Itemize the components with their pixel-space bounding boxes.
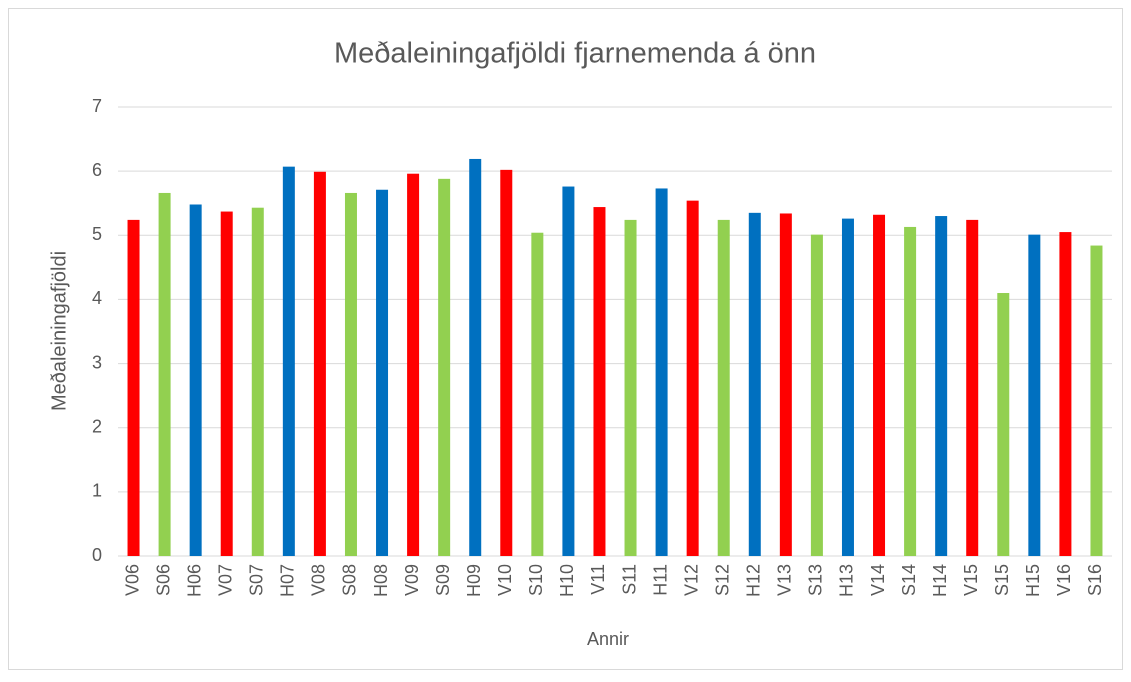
bar bbox=[624, 219, 637, 557]
y-tick-label: 6 bbox=[92, 160, 102, 180]
x-tick-label: V08 bbox=[309, 564, 329, 596]
bar bbox=[313, 171, 326, 556]
x-tick-label: S14 bbox=[899, 564, 919, 596]
x-tick-label: S11 bbox=[619, 564, 639, 595]
x-tick-label: S09 bbox=[433, 564, 453, 596]
y-tick-label: 3 bbox=[92, 352, 102, 372]
bar bbox=[189, 204, 202, 557]
bar bbox=[1090, 245, 1103, 556]
x-tick-label: V07 bbox=[215, 564, 235, 596]
bar bbox=[531, 232, 544, 556]
bar bbox=[966, 219, 979, 557]
x-tick-label: S15 bbox=[992, 564, 1012, 596]
x-tick-label: V10 bbox=[495, 564, 515, 596]
x-tick-label: H10 bbox=[557, 564, 577, 597]
bar bbox=[158, 192, 171, 557]
bar bbox=[841, 218, 854, 556]
bar bbox=[1028, 234, 1041, 556]
y-tick-label: 4 bbox=[92, 288, 102, 308]
x-tick-label: V15 bbox=[961, 564, 981, 596]
bar bbox=[500, 169, 513, 557]
chart-title: Meðaleiningafjöldi fjarnemenda á önn bbox=[334, 38, 816, 70]
x-tick-label: H12 bbox=[744, 564, 764, 597]
x-tick-label: S06 bbox=[153, 564, 173, 596]
x-tick-label: V16 bbox=[1054, 564, 1074, 596]
x-tick-label: S08 bbox=[340, 564, 360, 596]
bar bbox=[127, 219, 140, 557]
x-axis-title: Annir bbox=[587, 629, 629, 649]
bar bbox=[997, 293, 1010, 556]
x-tick-label: S07 bbox=[247, 564, 267, 596]
bar bbox=[655, 188, 668, 556]
x-tick-label: V09 bbox=[402, 564, 422, 596]
bar bbox=[810, 234, 823, 556]
x-tick-label: V12 bbox=[681, 564, 701, 596]
bar bbox=[562, 186, 575, 556]
x-tick-label: S10 bbox=[526, 564, 546, 596]
x-tick-label: H13 bbox=[837, 564, 857, 597]
x-tick-label: H06 bbox=[184, 564, 204, 597]
bar bbox=[593, 207, 606, 556]
x-tick-label: H08 bbox=[371, 564, 391, 597]
bar bbox=[282, 166, 295, 556]
x-tick-label: H15 bbox=[1023, 564, 1043, 597]
x-tick-label: S12 bbox=[712, 564, 732, 596]
x-tick-label: V06 bbox=[122, 564, 142, 596]
x-tick-label: S16 bbox=[1085, 564, 1105, 596]
bar bbox=[779, 213, 792, 556]
y-tick-label: 1 bbox=[92, 481, 102, 501]
bar bbox=[1059, 232, 1072, 557]
y-axis-title: Meðaleiningafjöldi bbox=[48, 251, 70, 411]
y-tick-label: 0 bbox=[92, 545, 102, 565]
bar bbox=[251, 207, 264, 556]
y-tick-label: 7 bbox=[92, 96, 102, 116]
bar bbox=[344, 192, 357, 557]
bar bbox=[220, 211, 233, 556]
y-tick-label: 2 bbox=[92, 416, 102, 436]
bar bbox=[935, 216, 948, 557]
x-tick-label: V11 bbox=[588, 564, 608, 595]
x-tick-label: H11 bbox=[650, 564, 670, 596]
y-tick-label: 5 bbox=[92, 224, 102, 244]
x-tick-label: H09 bbox=[464, 564, 484, 597]
x-tick-label: H14 bbox=[930, 564, 950, 597]
bar bbox=[686, 200, 699, 557]
bar bbox=[469, 158, 482, 556]
x-tick-label: H07 bbox=[278, 564, 298, 597]
bar bbox=[407, 173, 420, 557]
x-tick-label: V14 bbox=[868, 564, 888, 596]
bar bbox=[904, 226, 917, 556]
bar bbox=[873, 214, 886, 556]
bar bbox=[376, 189, 389, 556]
x-tick-label: S13 bbox=[806, 564, 826, 596]
x-tick-label: V13 bbox=[775, 564, 795, 596]
bar bbox=[717, 219, 730, 557]
bar bbox=[748, 212, 761, 557]
bar bbox=[438, 178, 451, 556]
